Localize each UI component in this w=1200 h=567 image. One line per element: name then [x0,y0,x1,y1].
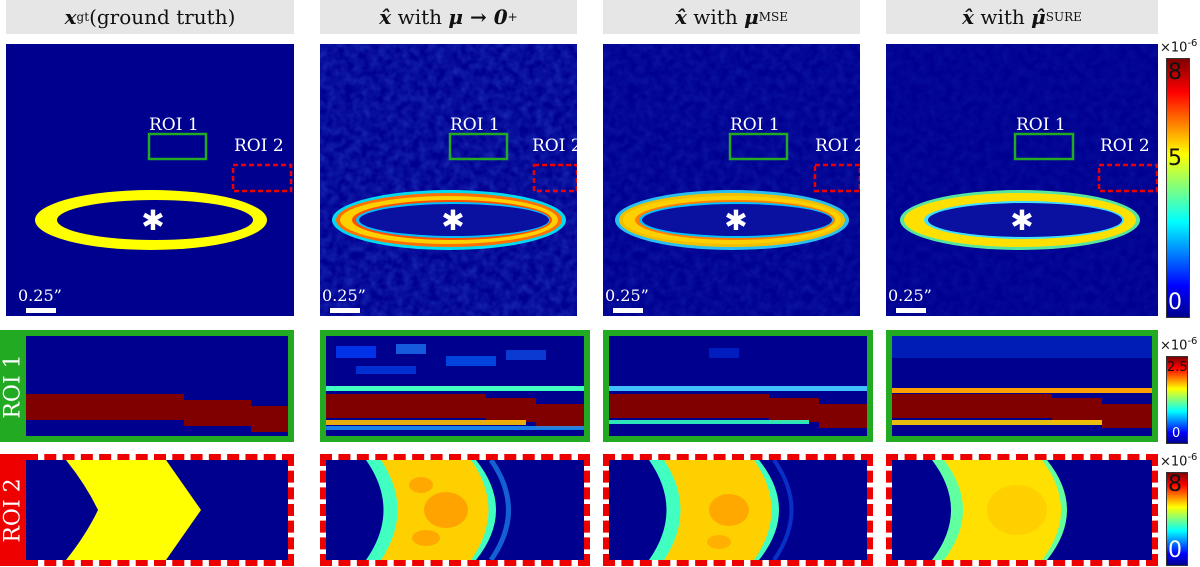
header-mu: μ̂ [1031,5,1046,29]
roi2-box [532,163,577,193]
column-header-gt: x gt (ground truth) [6,0,294,34]
colorbar-roi1-tick: 0 [1172,426,1181,441]
header-symbol: x̂ [674,5,687,29]
header-text: with [686,5,745,29]
scale-bar-label: 0.25” [18,286,62,305]
header-text: with [391,5,449,29]
roi1-box [448,132,509,161]
ring-inner [57,200,253,240]
header-text: (ground truth) [89,5,236,29]
main-panel-gt: ✱ ROI 1 ROI 2 0.25” [6,44,294,316]
scale-bar-label: 0.25” [605,286,649,305]
header-superscript: + [507,10,518,24]
star-marker: ✱ [441,204,464,237]
colorbar-roi2 [1166,472,1188,566]
header-subscript: gt [76,10,90,24]
header-text: with [974,5,1032,29]
roi1-label: ROI 1 [149,115,199,135]
scale-bar [26,308,56,313]
colorbar-main [1166,58,1190,318]
scale-bar-label: 0.25” [888,286,932,305]
noise-texture [886,44,1158,316]
colorbar-main-tick: 8 [1168,60,1182,85]
scale-bar [613,308,643,313]
colorbar-main-exponent: ×10-6 [1160,38,1198,56]
roi2-label: ROI 2 [1100,136,1150,156]
roi2-panel-sure [886,454,1158,566]
roi1-label: ROI 1 [1016,115,1066,135]
roi2-label: ROI 2 [815,136,860,156]
roi2-box [1097,163,1158,193]
colorbar-roi1-tick: 2.5 [1167,360,1188,375]
roi2-label: ROI 2 [234,136,284,156]
header-symbol: x [64,5,77,29]
roi1-panel-gt [26,330,294,442]
main-panel-mse: ✱ ROI 1 ROI 2 0.25” [603,44,860,316]
colorbar-roi1-exponent: ×10-6 [1160,336,1198,354]
header-symbol: x̂ [962,5,974,29]
noise-texture [320,44,577,316]
colorbar-main-tick: 0 [1168,290,1182,315]
main-panel-sure: ✱ ROI 1 ROI 2 0.25” [886,44,1158,316]
scale-bar-label: 0.25” [322,286,366,305]
star-marker: ✱ [724,204,747,237]
column-header-mse: x̂ with μ MSE [603,0,860,34]
roi1-panel-mu0 [320,330,590,442]
colorbar-roi2-tick: 8 [1168,472,1182,497]
noise-texture [603,44,860,316]
header-symbol: x̂ [379,5,392,29]
colorbar-roi2-tick: 0 [1168,538,1182,563]
star-marker: ✱ [1010,204,1033,237]
roi2-label: ROI 2 [532,136,577,156]
roi2-panel-gt [26,454,294,566]
roi1-box [147,132,208,161]
roi2-panel-mse [603,454,873,566]
scale-bar [896,308,926,313]
roi1-panel-sure [886,330,1158,442]
main-panel-mu0: ✱ ROI 1 ROI 2 0.25” [320,44,577,316]
star-marker: ✱ [141,204,164,237]
roi2-box [813,163,860,193]
header-superscript: SURE [1045,10,1082,24]
colorbar-roi1 [1166,356,1188,444]
roi2-row-label: ROI 2 [0,454,26,566]
header-superscript: MSE [758,10,788,24]
colorbar-roi2-exponent: ×10-6 [1160,452,1198,470]
colorbar-main-tick: 5 [1168,146,1182,171]
scale-bar [330,308,360,313]
header-mu: μ [744,5,759,29]
column-header-mu0: x̂ with μ → 0 + [320,0,577,34]
roi1-label: ROI 1 [730,115,780,135]
roi1-box [1013,132,1075,161]
ring-segment [66,460,201,560]
roi1-label: ROI 1 [450,115,500,135]
roi1-panel-mse [603,330,873,442]
ring-segment [26,394,288,432]
header-mu: μ → 0 [448,5,508,29]
column-header-sure: x̂ with μ̂ SURE [886,0,1158,34]
roi2-panel-mu0 [320,454,590,566]
roi2-box [231,163,293,193]
roi1-row-label: ROI 1 [0,330,26,442]
roi1-box [728,132,789,161]
